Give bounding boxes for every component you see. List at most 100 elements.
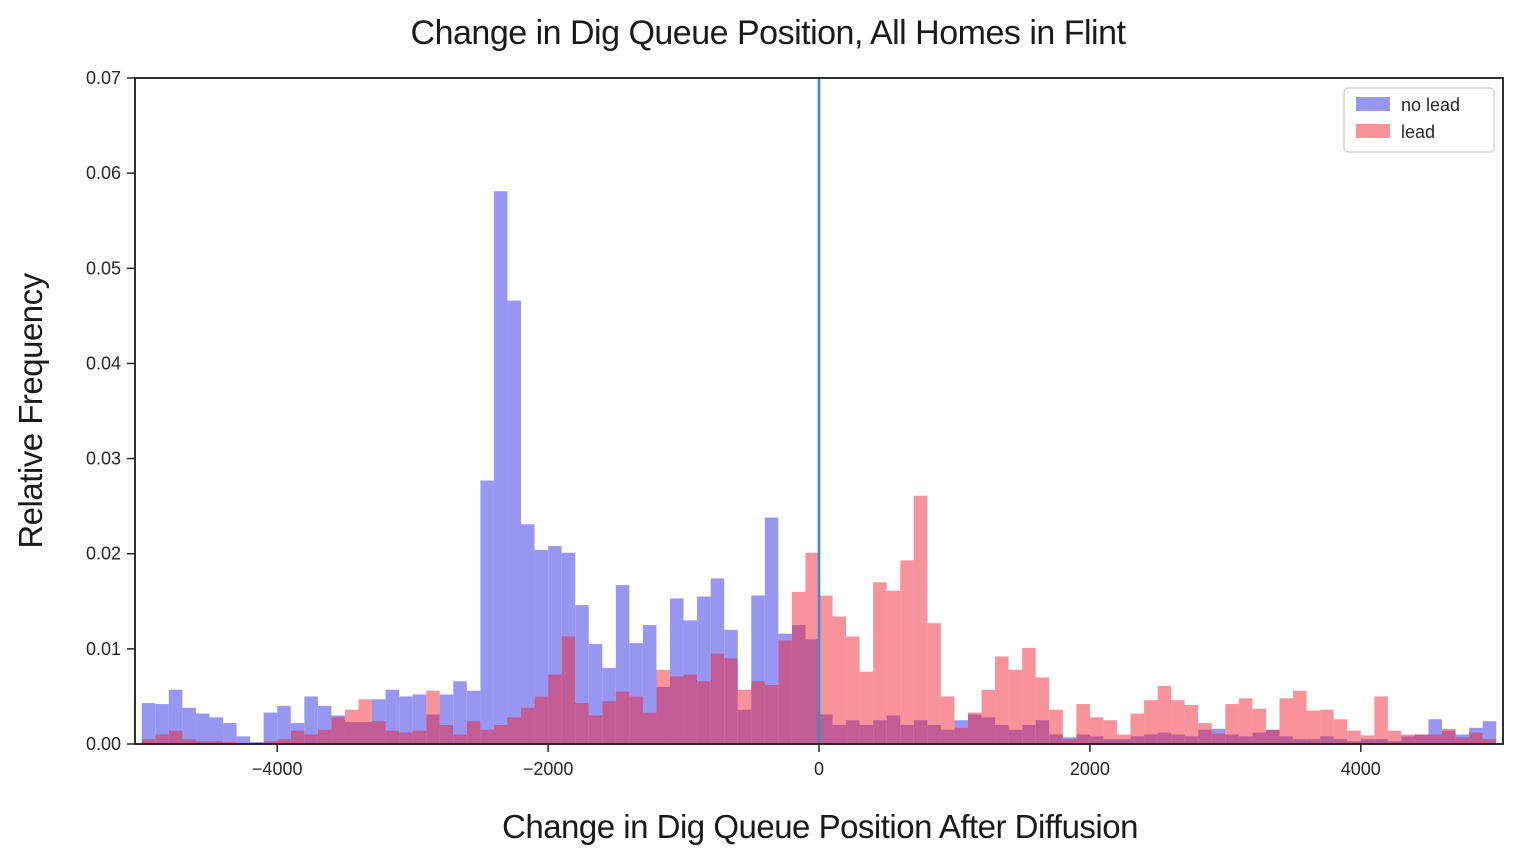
histogram-bar — [751, 595, 765, 744]
histogram-bar — [873, 582, 887, 744]
histogram-bar — [819, 595, 833, 744]
histogram-bar — [168, 689, 183, 744]
histogram-bar — [1347, 741, 1361, 744]
histogram-bar — [832, 724, 847, 744]
histogram-bar — [453, 681, 467, 744]
x-tick-label: 4000 — [1341, 759, 1381, 779]
histogram-bar — [927, 724, 941, 744]
histogram-bar — [791, 591, 806, 744]
y-tick-label: 0.03 — [86, 449, 121, 469]
histogram-bar — [344, 722, 359, 744]
histogram-bar — [1157, 685, 1172, 744]
histogram-bar — [764, 517, 779, 744]
histogram-bar — [832, 616, 847, 744]
histogram-bar — [670, 598, 684, 744]
histogram-bar — [710, 653, 725, 744]
histogram-bar — [1252, 708, 1266, 744]
histogram-bar — [1062, 739, 1077, 744]
histogram-bar — [250, 742, 264, 744]
y-tick-label: 0.06 — [86, 163, 121, 183]
histogram-bar — [1265, 729, 1280, 744]
histogram-bar — [1293, 739, 1307, 744]
histogram-bar — [1442, 728, 1456, 744]
histogram-bar — [331, 717, 345, 744]
histogram-bar — [1008, 669, 1023, 744]
histogram-bar — [223, 742, 237, 744]
histogram-bar — [1130, 736, 1145, 744]
histogram-bar — [480, 480, 494, 744]
histogram-bar — [412, 694, 427, 744]
histogram-bar — [859, 724, 874, 744]
histogram-bar — [548, 674, 562, 744]
histogram-bar — [1252, 732, 1266, 744]
histogram-bar — [724, 658, 738, 744]
y-axis-title: Relative Frequency — [12, 272, 49, 548]
histogram-bar — [1008, 729, 1023, 744]
y-tick-label: 0.04 — [86, 353, 121, 373]
legend-swatch-lead — [1356, 124, 1390, 138]
x-tick-label: 2000 — [1070, 759, 1110, 779]
histogram-bar — [1225, 734, 1239, 744]
histogram-bar — [900, 560, 914, 744]
histogram-bar — [615, 585, 630, 744]
histogram-bar — [1076, 734, 1090, 744]
histogram-bar — [561, 636, 576, 744]
histogram-bar — [507, 300, 522, 744]
histogram-bar — [317, 729, 332, 744]
histogram-bar — [1076, 704, 1090, 744]
histogram-bar — [940, 729, 955, 744]
histogram-bar — [1469, 732, 1483, 744]
x-axis-ticks: −4000 −2000 0 2000 4000 — [252, 744, 1381, 779]
y-tick-label: 0.00 — [86, 734, 121, 754]
histogram-bar — [1022, 647, 1036, 744]
histogram-bar — [1049, 734, 1063, 744]
histogram-bar — [493, 724, 508, 744]
histogram-bar — [466, 690, 481, 744]
histogram-bar — [995, 656, 1009, 744]
histogram-bar — [981, 689, 996, 744]
histogram-bar — [1387, 730, 1402, 744]
histogram-bar — [304, 734, 318, 744]
histogram-bar — [1455, 734, 1470, 744]
histogram-bar — [209, 741, 224, 744]
histogram-bar — [1374, 739, 1388, 744]
legend-label-no-lead: no lead — [1401, 95, 1460, 115]
histogram-bar — [1469, 727, 1483, 744]
histogram-bar — [263, 712, 278, 744]
histogram-bar — [954, 720, 968, 744]
legend-label-lead: lead — [1401, 122, 1435, 142]
histogram-bar — [1022, 724, 1036, 744]
histogram-bar — [1144, 700, 1158, 744]
histogram-bar — [1103, 720, 1117, 744]
histogram-bar — [182, 707, 196, 744]
histogram-bar — [615, 691, 630, 744]
histogram-bar — [155, 704, 169, 744]
histogram-bar — [534, 696, 549, 744]
histogram-bar — [1360, 739, 1375, 744]
histogram-bar — [168, 730, 183, 744]
histogram-bar — [846, 636, 860, 744]
histogram-bar — [290, 730, 305, 744]
histogram-bar — [1428, 719, 1443, 744]
histogram-bar — [819, 714, 833, 744]
histogram-bar — [1184, 736, 1199, 744]
histogram-bar — [791, 625, 806, 744]
histogram-bar — [697, 681, 711, 744]
histogram-bar — [195, 713, 210, 744]
histogram-bar — [805, 639, 819, 744]
histogram-bar — [1089, 736, 1104, 744]
y-axis-ticks: 0.00 0.01 0.02 0.03 0.04 0.05 0.06 0.07 — [86, 68, 135, 754]
histogram-bar — [372, 699, 386, 744]
histogram-bar — [1293, 690, 1307, 744]
histogram-bar — [182, 739, 196, 744]
histogram-bar — [236, 736, 251, 744]
histogram-bar — [385, 689, 400, 744]
histogram-bar — [602, 667, 616, 744]
histogram-bar — [805, 552, 819, 744]
histogram-bar — [1279, 698, 1294, 744]
histogram-bar — [1265, 729, 1280, 744]
histogram-bar — [1320, 709, 1334, 744]
histogram-bar — [1279, 736, 1294, 744]
